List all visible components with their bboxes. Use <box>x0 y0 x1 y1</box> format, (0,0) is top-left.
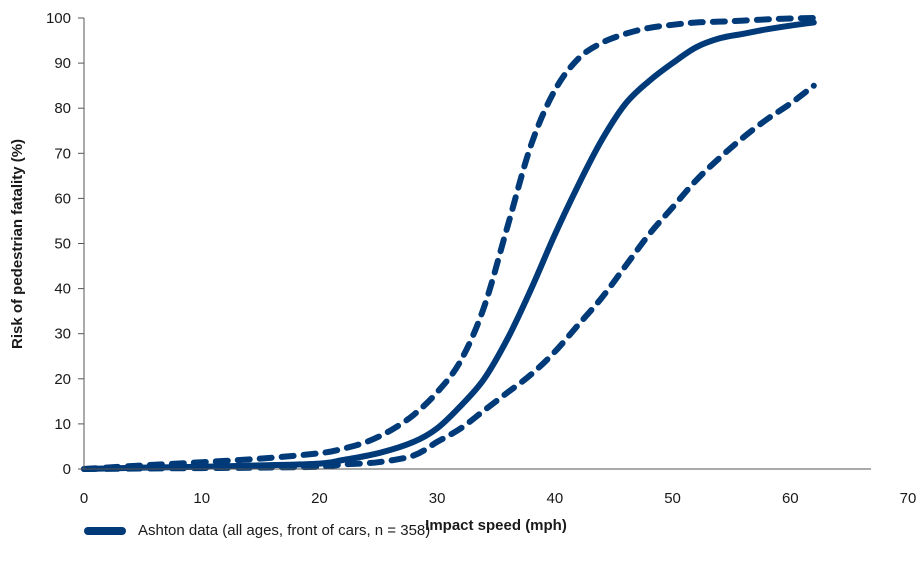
y-axis-ticks: 0 10 20 30 40 50 60 70 80 90 100 <box>46 10 84 478</box>
x-tick-label: 30 <box>429 490 446 507</box>
y-tick-label: 70 <box>54 145 71 162</box>
y-tick-label: 40 <box>54 281 71 298</box>
plot-area <box>81 15 817 472</box>
y-tick-label: 0 <box>63 461 71 478</box>
y-tick-label: 20 <box>54 371 71 388</box>
y-tick-label: 80 <box>54 100 71 117</box>
legend-label: Ashton data (all ages, front of cars, n … <box>138 522 431 539</box>
legend-swatch-solid <box>84 526 126 535</box>
y-tick-label: 50 <box>54 236 71 253</box>
confidence-bound-line-1 <box>81 15 817 472</box>
y-tick-label: 30 <box>54 326 71 343</box>
x-tick-label: 40 <box>547 490 564 507</box>
x-tick-label: 70 <box>900 490 917 507</box>
y-tick-label: 10 <box>54 416 71 433</box>
y-tick-label: 90 <box>54 55 71 72</box>
x-tick-label: 60 <box>782 490 799 507</box>
y-tick-label: 100 <box>46 10 71 27</box>
ashton-data-line <box>81 19 817 472</box>
legend: Ashton data (all ages, front of cars, n … <box>84 522 430 539</box>
y-tick-label: 60 <box>54 190 71 207</box>
x-tick-label: 50 <box>664 490 681 507</box>
x-axis-title: Impact speed (mph) <box>425 517 567 534</box>
x-axis-ticks: 0 10 20 30 40 50 60 70 <box>80 490 917 507</box>
y-axis-title: Risk of pedestrian fatality (%) <box>9 139 26 349</box>
x-tick-label: 0 <box>80 490 88 507</box>
confidence-bound-line-2 <box>81 82 817 472</box>
x-tick-label: 10 <box>193 490 210 507</box>
x-tick-label: 20 <box>311 490 328 507</box>
